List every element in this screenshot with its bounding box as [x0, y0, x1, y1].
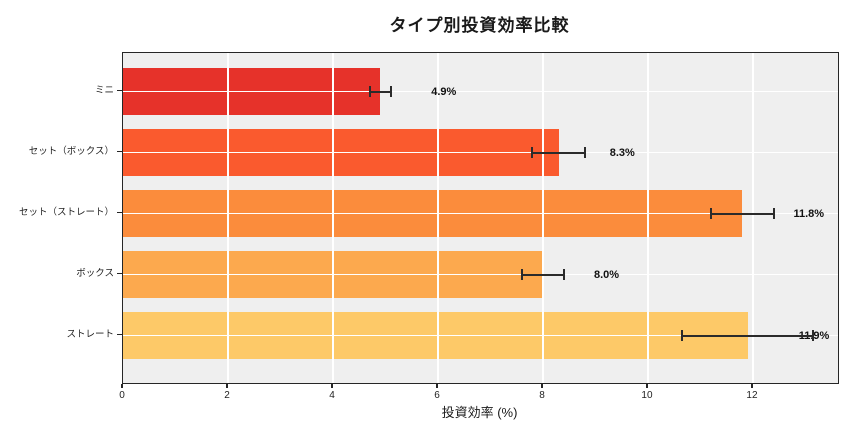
- gridline-vertical: [647, 53, 649, 383]
- y-tick-label: ボックス: [76, 267, 114, 279]
- gridline-horizontal: [123, 151, 838, 154]
- error-bar-cap: [772, 208, 775, 219]
- x-tick-mark: [331, 384, 333, 388]
- error-bar-cap: [709, 208, 712, 219]
- gridline-horizontal: [123, 212, 838, 215]
- error-bar-cap: [812, 330, 815, 341]
- x-tick-mark: [226, 384, 228, 388]
- gridline-horizontal: [123, 334, 838, 337]
- error-bar-cap: [520, 269, 523, 280]
- error-bar-line: [532, 151, 585, 154]
- bar-value-label: 4.9%: [431, 85, 457, 98]
- plot-area: 4.9%8.3%11.8%8.0%11.9%: [122, 52, 839, 384]
- gridline-vertical: [752, 53, 754, 383]
- y-tick-label: ストレート: [66, 328, 114, 340]
- x-tick-label: 6: [434, 390, 440, 401]
- y-tick-label: セット（ボックス）: [28, 145, 114, 157]
- chart-title: タイプ別投資効率比較: [389, 16, 570, 35]
- x-tick-mark: [436, 384, 438, 388]
- y-tick-mark: [117, 211, 122, 214]
- x-tick-label: 2: [224, 390, 230, 401]
- y-tick-mark: [117, 333, 122, 336]
- x-tick-label: 8: [539, 390, 545, 401]
- error-bar-line: [682, 334, 814, 337]
- error-bar-cap: [531, 147, 534, 158]
- x-tick-label: 0: [119, 390, 125, 401]
- bar-value-label: 11.8%: [793, 207, 825, 220]
- x-tick-mark: [541, 384, 543, 388]
- error-bar-cap: [562, 269, 565, 280]
- gridline-vertical: [227, 53, 229, 383]
- gridline-vertical: [332, 53, 334, 383]
- error-bar-cap: [583, 147, 586, 158]
- x-tick-mark: [751, 384, 753, 388]
- y-tick-mark: [117, 272, 122, 275]
- x-tick-mark: [646, 384, 648, 388]
- gridline-vertical: [437, 53, 439, 383]
- y-tick-label: ミニ: [94, 84, 114, 96]
- y-tick-mark: [117, 150, 122, 153]
- x-tick-label: 10: [641, 390, 653, 401]
- x-tick-mark: [121, 384, 123, 388]
- error-bar-line: [710, 212, 774, 215]
- gridline-horizontal: [123, 90, 838, 93]
- gridline-vertical: [542, 53, 544, 383]
- gridline-horizontal: [123, 273, 838, 276]
- bar-value-label: 8.3%: [609, 146, 635, 159]
- error-bar-cap: [389, 86, 392, 97]
- error-bar-cap: [368, 86, 371, 97]
- x-axis-label: 投資効率 (%): [441, 405, 518, 420]
- error-bar-line: [521, 273, 564, 276]
- error-bar-line: [369, 90, 391, 93]
- y-tick-label: セット（ストレート）: [18, 206, 114, 218]
- x-tick-label: 4: [329, 390, 335, 401]
- x-tick-label: 12: [746, 390, 758, 401]
- bar-value-label: 8.0%: [593, 268, 620, 281]
- error-bar-cap: [681, 330, 684, 341]
- y-tick-mark: [117, 89, 122, 92]
